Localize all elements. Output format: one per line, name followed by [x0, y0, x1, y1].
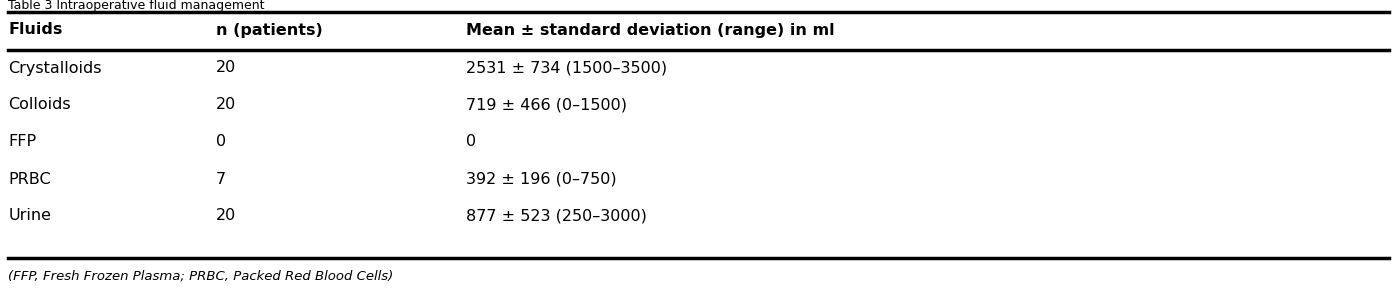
Text: 20: 20	[216, 98, 237, 113]
Text: PRBC: PRBC	[8, 171, 52, 187]
Text: Fluids: Fluids	[8, 22, 63, 37]
Text: 877 ± 523 (250–3000): 877 ± 523 (250–3000)	[466, 209, 647, 223]
Text: 2531 ± 734 (1500–3500): 2531 ± 734 (1500–3500)	[466, 60, 667, 75]
Text: Colloids: Colloids	[8, 98, 71, 113]
Text: 20: 20	[216, 209, 237, 223]
Text: Table 3 Intraoperative fluid management: Table 3 Intraoperative fluid management	[8, 0, 264, 12]
Text: n (patients): n (patients)	[216, 22, 323, 37]
Text: (FFP, Fresh Frozen Plasma; PRBC, Packed Red Blood Cells): (FFP, Fresh Frozen Plasma; PRBC, Packed …	[8, 270, 394, 283]
Text: 0: 0	[216, 134, 226, 149]
Text: 7: 7	[216, 171, 226, 187]
Text: Urine: Urine	[8, 209, 52, 223]
Text: 719 ± 466 (0–1500): 719 ± 466 (0–1500)	[466, 98, 628, 113]
Text: 392 ± 196 (0–750): 392 ± 196 (0–750)	[466, 171, 617, 187]
Text: Crystalloids: Crystalloids	[8, 60, 102, 75]
Text: 0: 0	[466, 134, 476, 149]
Text: Mean ± standard deviation (range) in ml: Mean ± standard deviation (range) in ml	[466, 22, 835, 37]
Text: FFP: FFP	[8, 134, 36, 149]
Text: 20: 20	[216, 60, 237, 75]
